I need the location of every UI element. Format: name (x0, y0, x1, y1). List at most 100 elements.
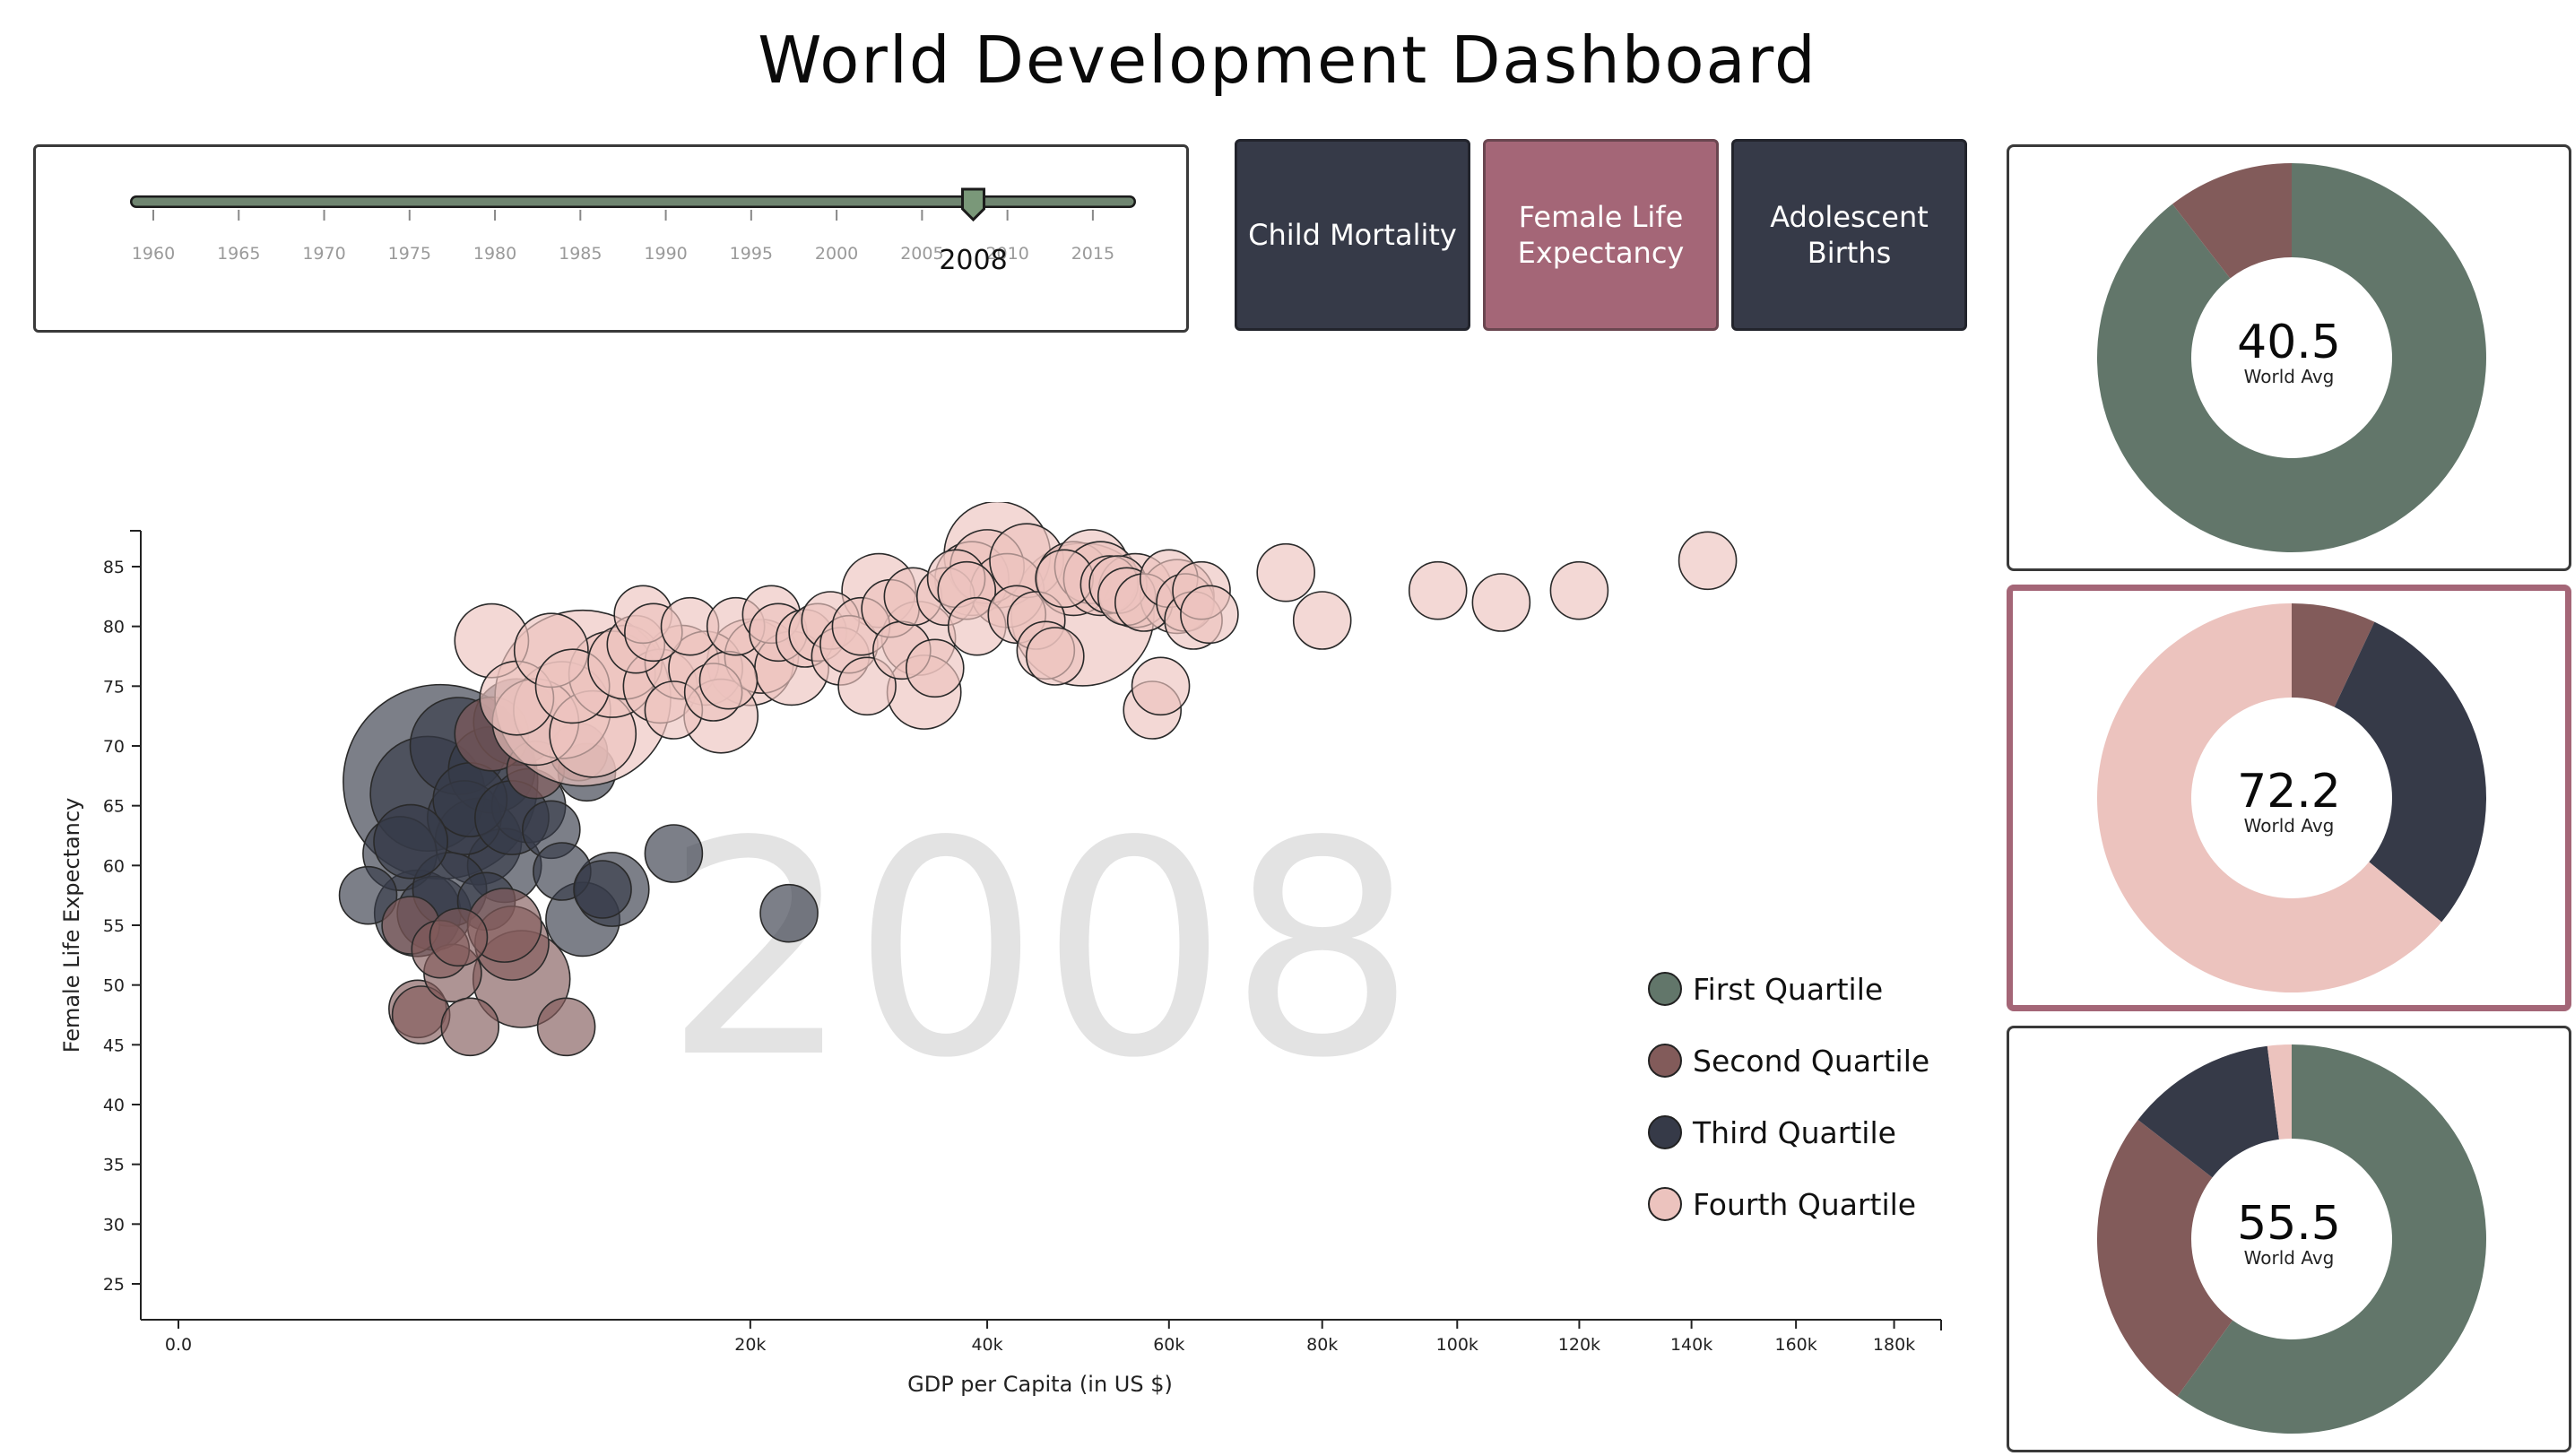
bubble-second-quartile (440, 997, 500, 1057)
slider-tick-label: 1990 (644, 244, 687, 264)
bubble-fourth-quartile (1471, 573, 1531, 632)
adolescent-births-donut (2097, 1044, 2486, 1434)
bubble-fourth-quartile (1292, 591, 1352, 650)
x-tick-label: 180k (1873, 1335, 1915, 1355)
y-tick-label: 55 (103, 916, 125, 936)
x-tick-label: 20k (734, 1335, 766, 1355)
slider-tick-label: 2010 (985, 244, 1028, 264)
donut-slice-first-quartile (2177, 1044, 2486, 1434)
x-tick-label: 160k (1774, 1335, 1816, 1355)
y-axis-title: Female Life Expectancy (59, 798, 84, 1053)
slider-tick-label: 2000 (815, 244, 858, 264)
fourth-quartile-swatch (1648, 1187, 1682, 1221)
x-tick-label: 100k (1436, 1335, 1478, 1355)
donut-slice-fourth-quartile (2267, 1044, 2292, 1140)
x-tick-label: 0.0 (165, 1335, 192, 1355)
bubble-second-quartile (429, 907, 489, 967)
y-tick-label: 50 (103, 976, 125, 996)
legend-label: First Quartile (1693, 972, 1884, 1007)
y-tick-label: 70 (103, 737, 125, 757)
adolescent-births-button[interactable]: Adolescent Births (1731, 139, 1967, 331)
slider-tick-label: 1965 (217, 244, 260, 264)
y-tick-label: 60 (103, 856, 125, 876)
child-mortality-button[interactable]: Child Mortality (1235, 139, 1470, 331)
bubble-third-quartile (644, 824, 704, 883)
child-mortality-donut-card[interactable]: 40.5 World Avg (2007, 144, 2571, 571)
y-tick-label: 85 (103, 558, 125, 577)
child-mortality-button-label: Child Mortality (1248, 218, 1457, 252)
y-tick-label: 75 (103, 677, 125, 697)
female-life-expectancy-donut-card[interactable]: 72.2 World Avg (2007, 585, 2571, 1011)
x-tick-label: 120k (1558, 1335, 1600, 1355)
bubble-fourth-quartile (1131, 656, 1191, 716)
donut-slice-second-quartile (2097, 1119, 2233, 1397)
slider-tick-label: 1985 (559, 244, 602, 264)
bubble-fourth-quartile (1026, 627, 1085, 686)
slider-tick-label: 1975 (388, 244, 431, 264)
donut-slice-fourth-quartile (2097, 603, 2442, 992)
y-tick-label: 65 (103, 797, 125, 817)
bubble-fourth-quartile (837, 656, 897, 716)
bubble-third-quartile (759, 883, 819, 943)
bubble-fourth-quartile (698, 650, 759, 710)
bubble-fourth-quartile (1256, 542, 1316, 602)
bubble-fourth-quartile (1180, 585, 1239, 645)
year-watermark: 2008 (663, 778, 1417, 1122)
female-life-expectancy-button[interactable]: Female Life Expectancy (1483, 139, 1719, 331)
bubble-fourth-quartile (1549, 560, 1609, 620)
slider-handle[interactable] (961, 187, 986, 222)
legend-label: Fourth Quartile (1693, 1187, 1917, 1222)
y-tick-label: 80 (103, 618, 125, 637)
x-axis-title: GDP per Capita (in US $) (907, 1372, 1173, 1397)
slider-handle-shape (961, 187, 986, 222)
slider-tick-label: 1995 (730, 244, 773, 264)
bubble-second-quartile (536, 997, 596, 1057)
female-life-expectancy-donut (2097, 603, 2486, 992)
bubble-third-quartile (338, 865, 398, 925)
year-slider[interactable]: 1960 1965 1970 1975 1980 1985 1990 1995 2000 2005… (36, 147, 1186, 330)
bubble-fourth-quartile (1678, 531, 1738, 591)
x-tick-label: 40k (971, 1335, 1002, 1355)
female-life-expectancy-button-label: Female Life Expectancy (1517, 200, 1685, 270)
female-life-expectancy-world-avg-value: 72.2 (2237, 765, 2341, 819)
donut-slice-first-quartile (2097, 163, 2486, 552)
adolescent-births-world-avg-value: 55.5 (2237, 1197, 2341, 1251)
y-tick-label: 35 (103, 1156, 125, 1175)
bubble-third-quartile (573, 860, 632, 919)
x-tick-label: 140k (1670, 1335, 1712, 1355)
slider-value-label: 2008 (939, 245, 1007, 276)
donut-slice-second-quartile (2172, 163, 2292, 279)
child-mortality-world-avg-label: World Avg (2243, 366, 2335, 387)
x-tick-label: 80k (1306, 1335, 1338, 1355)
slider-tick-label: 2005 (900, 244, 943, 264)
legend-label: Second Quartile (1693, 1044, 1930, 1079)
adolescent-births-button-label: Adolescent Births (1770, 200, 1929, 270)
first-quartile-swatch (1648, 972, 1682, 1006)
y-tick-label: 25 (103, 1275, 125, 1295)
bubble-fourth-quartile (906, 638, 965, 698)
x-tick-label: 60k (1153, 1335, 1184, 1355)
y-tick-label: 40 (103, 1096, 125, 1115)
y-tick-label: 30 (103, 1215, 125, 1235)
legend-label: Third Quartile (1693, 1115, 1896, 1150)
slider-tick-label: 1970 (302, 244, 345, 264)
child-mortality-world-avg-value: 40.5 (2237, 316, 2341, 369)
adolescent-births-world-avg-label: World Avg (2243, 1247, 2335, 1269)
second-quartile-swatch (1648, 1044, 1682, 1078)
slider-tick-label: 2015 (1071, 244, 1114, 264)
third-quartile-swatch (1648, 1115, 1682, 1149)
bubble-third-quartile (373, 803, 449, 880)
slider-tick-label: 1980 (473, 244, 516, 264)
year-slider-panel: 1960 1965 1970 1975 1980 1985 1990 1995 2000 2005… (33, 144, 1189, 333)
y-tick-label: 45 (103, 1036, 125, 1055)
bubble-chart: 2008 25 30 35 40 45 50 55 60 65 70 75 80 85 0.0 20k 40k 6… (59, 502, 1942, 1397)
page-title: World Development Dashboard (758, 22, 1817, 98)
donut-slice-third-quartile (2334, 621, 2486, 923)
child-mortality-donut (2097, 163, 2486, 552)
donut-slice-third-quartile (2137, 1045, 2279, 1178)
bubble-fourth-quartile (1408, 560, 1468, 620)
slider-tick-label: 1960 (132, 244, 175, 264)
female-life-expectancy-world-avg-label: World Avg (2243, 815, 2335, 836)
donut-slice-second-quartile (2292, 603, 2375, 707)
adolescent-births-donut-card[interactable]: 55.5 World Avg (2007, 1026, 2571, 1452)
